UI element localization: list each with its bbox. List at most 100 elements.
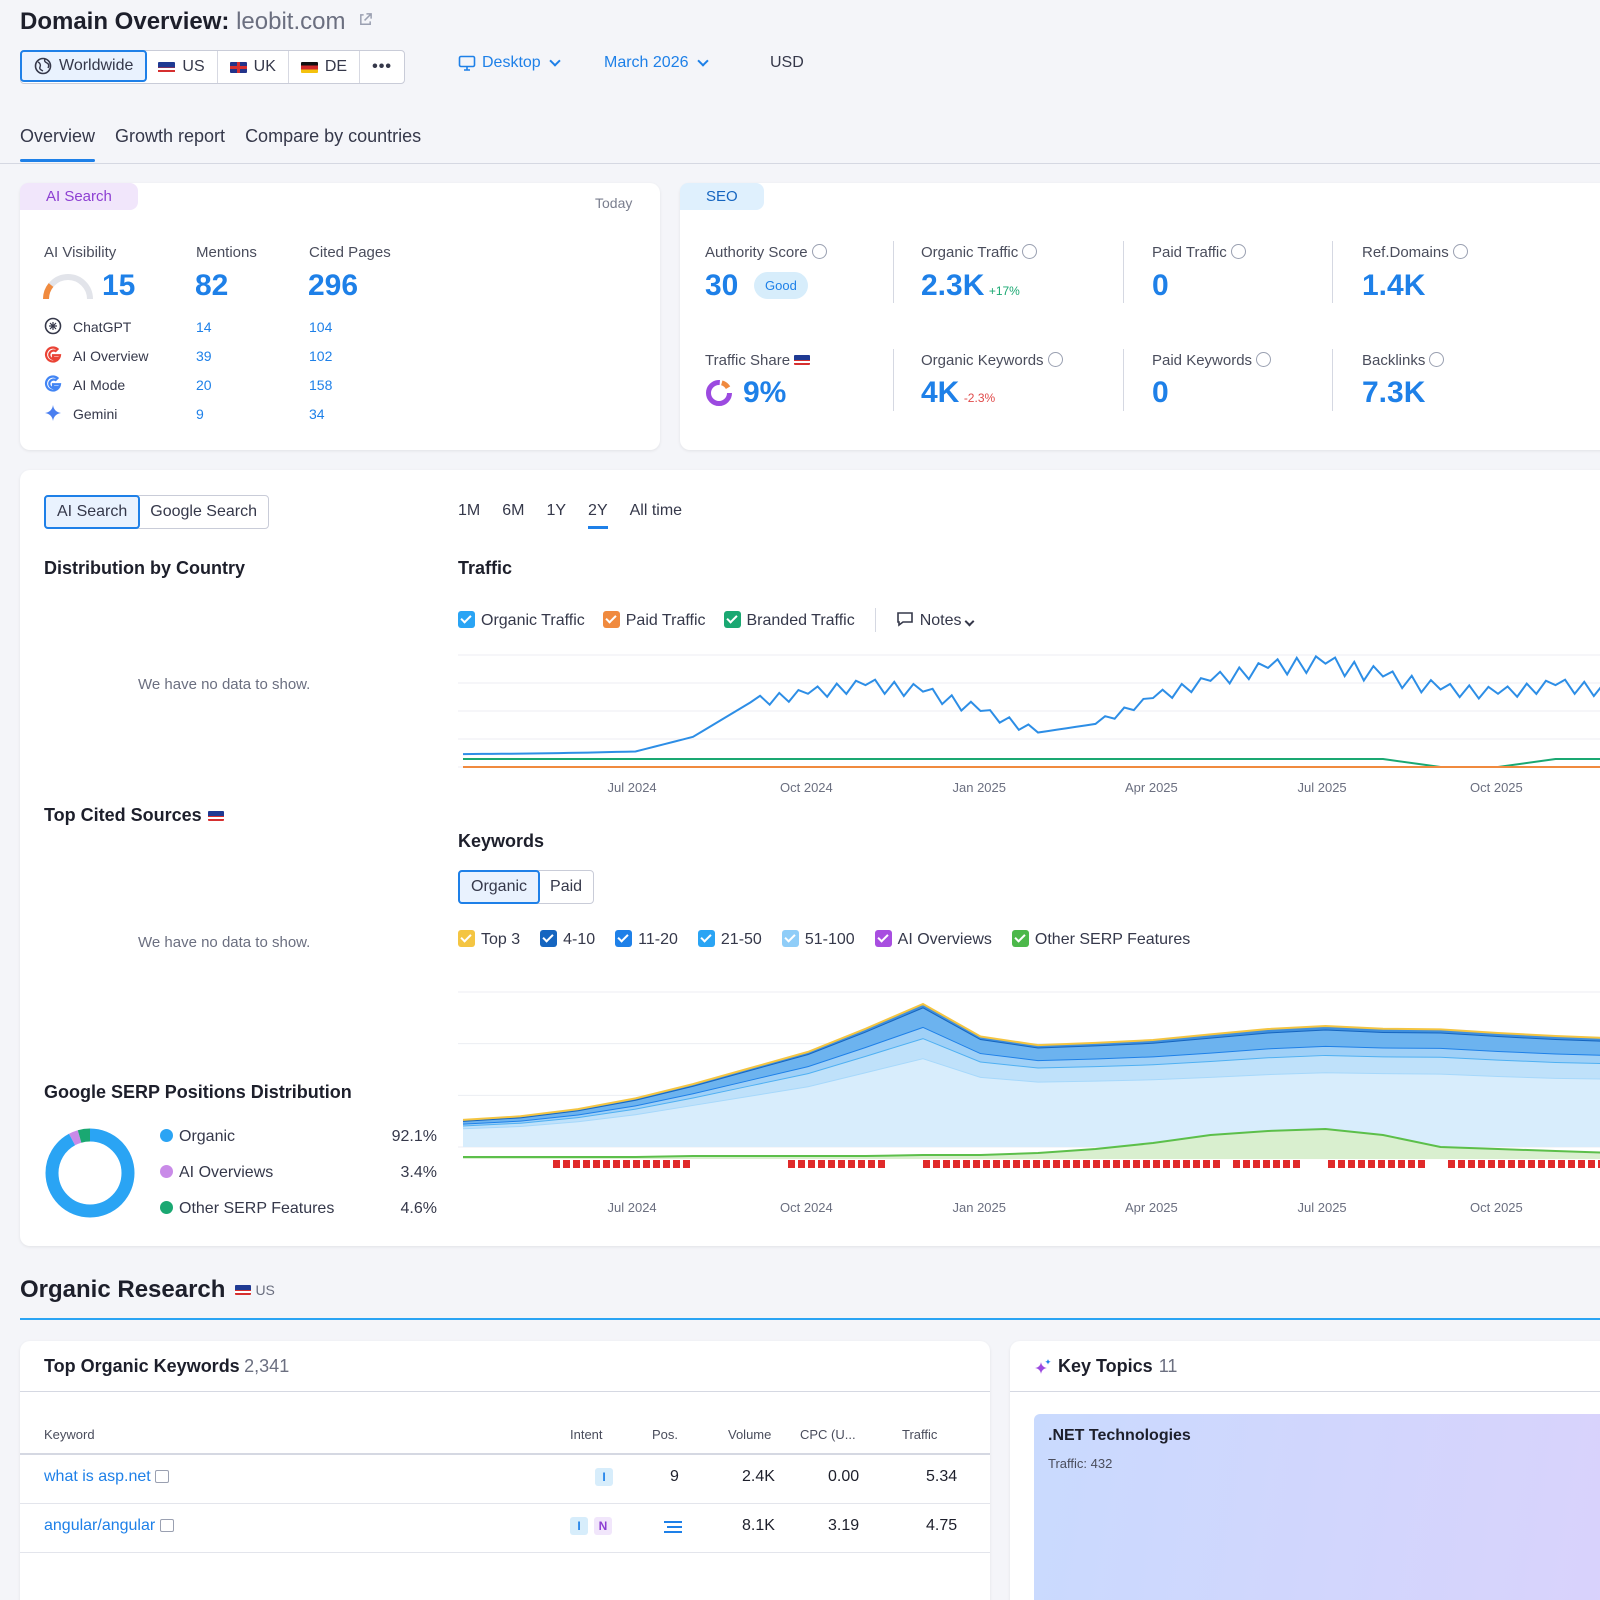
- area-other-serp: [463, 1129, 1600, 1159]
- tab-overview[interactable]: Overview: [20, 126, 115, 162]
- legend-4-10[interactable]: 4-10: [540, 930, 595, 949]
- domain-name[interactable]: leobit.com: [236, 8, 346, 35]
- info-icon[interactable]: [1230, 244, 1246, 259]
- col-position[interactable]: Pos.: [652, 1427, 679, 1442]
- toggle-google-search[interactable]: Google Search: [150, 503, 257, 520]
- source-mentions[interactable]: 9: [196, 406, 204, 422]
- legend-paid-traffic[interactable]: Paid Traffic: [602, 610, 706, 630]
- info-icon[interactable]: [1022, 244, 1038, 259]
- legend-21-50[interactable]: 21-50: [697, 930, 762, 949]
- legend-label: AI Overviews: [897, 931, 992, 948]
- col-keyword[interactable]: Keyword: [44, 1427, 95, 1442]
- info-icon[interactable]: [1429, 352, 1445, 367]
- info-icon[interactable]: [1256, 352, 1272, 367]
- tab-growth-report[interactable]: Growth report: [115, 126, 226, 146]
- device-dropdown[interactable]: Desktop: [458, 54, 561, 72]
- traffic-chart[interactable]: [458, 645, 1600, 795]
- toggle-ai-search[interactable]: AI Search: [44, 495, 141, 529]
- source-mentions[interactable]: 39: [196, 348, 212, 364]
- period-2y[interactable]: 2Y: [588, 502, 608, 529]
- region-de[interactable]: DE: [289, 51, 361, 83]
- serp-flag-marker: [1093, 1160, 1100, 1168]
- de-flag-icon: [300, 61, 318, 73]
- legend-ai-overviews[interactable]: AI Overviews: [874, 930, 992, 949]
- toggle-organic[interactable]: Organic: [458, 870, 541, 904]
- traffic-title: Traffic: [458, 558, 513, 578]
- external-link-icon[interactable]: [358, 12, 373, 27]
- organic-traffic-delta: +17%: [988, 284, 1020, 298]
- traffic-x-axis: Jul 2024 Oct 2024 Jan 2025 Apr 2025 Jul 2025…: [458, 780, 1600, 800]
- serp-flag-marker: [613, 1160, 620, 1168]
- notes-dropdown[interactable]: Notes: [896, 611, 974, 630]
- table-row[interactable]: what is asp.net: [44, 1468, 170, 1486]
- region-worldwide[interactable]: Worldwide: [20, 50, 148, 82]
- source-pages[interactable]: 104: [309, 319, 333, 335]
- authority-badge: Good: [754, 272, 808, 299]
- source-mentions[interactable]: 14: [196, 319, 212, 335]
- date-dropdown[interactable]: March 2026: [604, 54, 709, 72]
- tab-compare-by-countries[interactable]: Compare by countries: [245, 126, 422, 146]
- legend-branded-traffic[interactable]: Branded Traffic: [723, 610, 855, 630]
- ref-domains-value[interactable]: 1.4K: [1362, 269, 1426, 302]
- keywords-x-axis: Jul 2024 Oct 2024 Jan 2025 Apr 2025 Jul 2025…: [458, 1200, 1600, 1220]
- authority-score-value[interactable]: 30: [705, 269, 739, 302]
- intent-badges: I: [595, 1468, 613, 1486]
- cited-pages-value[interactable]: 296: [308, 269, 359, 302]
- legend-11-20[interactable]: 11-20: [615, 930, 678, 949]
- period-1y[interactable]: 1Y: [546, 502, 567, 519]
- table-row[interactable]: angular/angular: [44, 1517, 174, 1535]
- series-line-4-10: [462, 1006, 1600, 1122]
- source-pages[interactable]: 158: [309, 377, 333, 393]
- period-6m[interactable]: 6M: [502, 502, 525, 519]
- checkbox-icon: [874, 930, 892, 947]
- col-volume[interactable]: Volume: [728, 1427, 772, 1442]
- checkbox-icon: [697, 930, 715, 947]
- serp-flag-marker: [1253, 1160, 1260, 1168]
- mentions-value[interactable]: 82: [195, 269, 229, 302]
- serp-flag-marker: [1528, 1160, 1535, 1168]
- region-uk-label: UK: [253, 58, 276, 75]
- organic-keywords-value-group[interactable]: 4K -2.3%: [921, 376, 995, 410]
- legend-top-3[interactable]: Top 3: [458, 930, 520, 949]
- backlinks-value[interactable]: 7.3K: [1362, 376, 1426, 409]
- period-1m[interactable]: 1M: [458, 502, 481, 519]
- serp-flag-marker: [633, 1160, 640, 1168]
- serp-donut-chart[interactable]: [42, 1125, 138, 1221]
- serp-flag-marker: [1598, 1160, 1600, 1168]
- series-line-organic-traffic: [462, 654, 1600, 756]
- col-intent[interactable]: Intent: [570, 1427, 603, 1442]
- legend-label: Other SERP Features: [1034, 931, 1191, 948]
- source-mentions[interactable]: 20: [196, 377, 212, 393]
- info-icon[interactable]: [811, 244, 827, 259]
- region-us[interactable]: US: [146, 51, 218, 83]
- info-icon[interactable]: [1047, 352, 1063, 367]
- col-cpc[interactable]: CPC (U...: [800, 1427, 856, 1442]
- serp-flag-marker: [1498, 1160, 1505, 1168]
- legend-other-serp-features[interactable]: Other SERP Features: [1011, 930, 1191, 949]
- currency-label[interactable]: USD: [770, 54, 804, 71]
- period-all-time[interactable]: All time: [629, 502, 683, 519]
- serp-flag-marker: [1568, 1160, 1575, 1168]
- organic-traffic-value-group[interactable]: 2.3K +17%: [921, 269, 1020, 303]
- legend-51-100[interactable]: 51-100: [781, 930, 855, 949]
- ai-visibility-value[interactable]: 15: [102, 269, 136, 302]
- organic-traffic-label: Organic Traffic: [921, 244, 1038, 261]
- col-traffic[interactable]: Traffic: [902, 1427, 938, 1442]
- legend-label: 21-50: [720, 931, 762, 948]
- list-icon[interactable]: [663, 1520, 683, 1536]
- source-pages[interactable]: 102: [309, 348, 333, 364]
- traffic-share-value[interactable]: 9%: [743, 376, 787, 409]
- info-icon[interactable]: [1452, 244, 1468, 259]
- toggle-paid[interactable]: Paid: [550, 878, 583, 895]
- device-label: Desktop: [482, 54, 541, 71]
- serp-flag-marker: [1193, 1160, 1200, 1168]
- topic-tile[interactable]: .NET Technologies Traffic: 432: [1034, 1414, 1600, 1600]
- keywords-chart[interactable]: [458, 982, 1600, 1197]
- region-more-button[interactable]: •••: [360, 51, 404, 83]
- region-uk[interactable]: UK: [218, 51, 289, 83]
- serp-flag-marker: [1103, 1160, 1110, 1168]
- paid-keywords-value[interactable]: 0: [1152, 376, 1169, 409]
- legend-organic-traffic[interactable]: Organic Traffic: [458, 610, 585, 630]
- paid-traffic-value[interactable]: 0: [1152, 269, 1169, 302]
- source-pages[interactable]: 34: [309, 406, 325, 422]
